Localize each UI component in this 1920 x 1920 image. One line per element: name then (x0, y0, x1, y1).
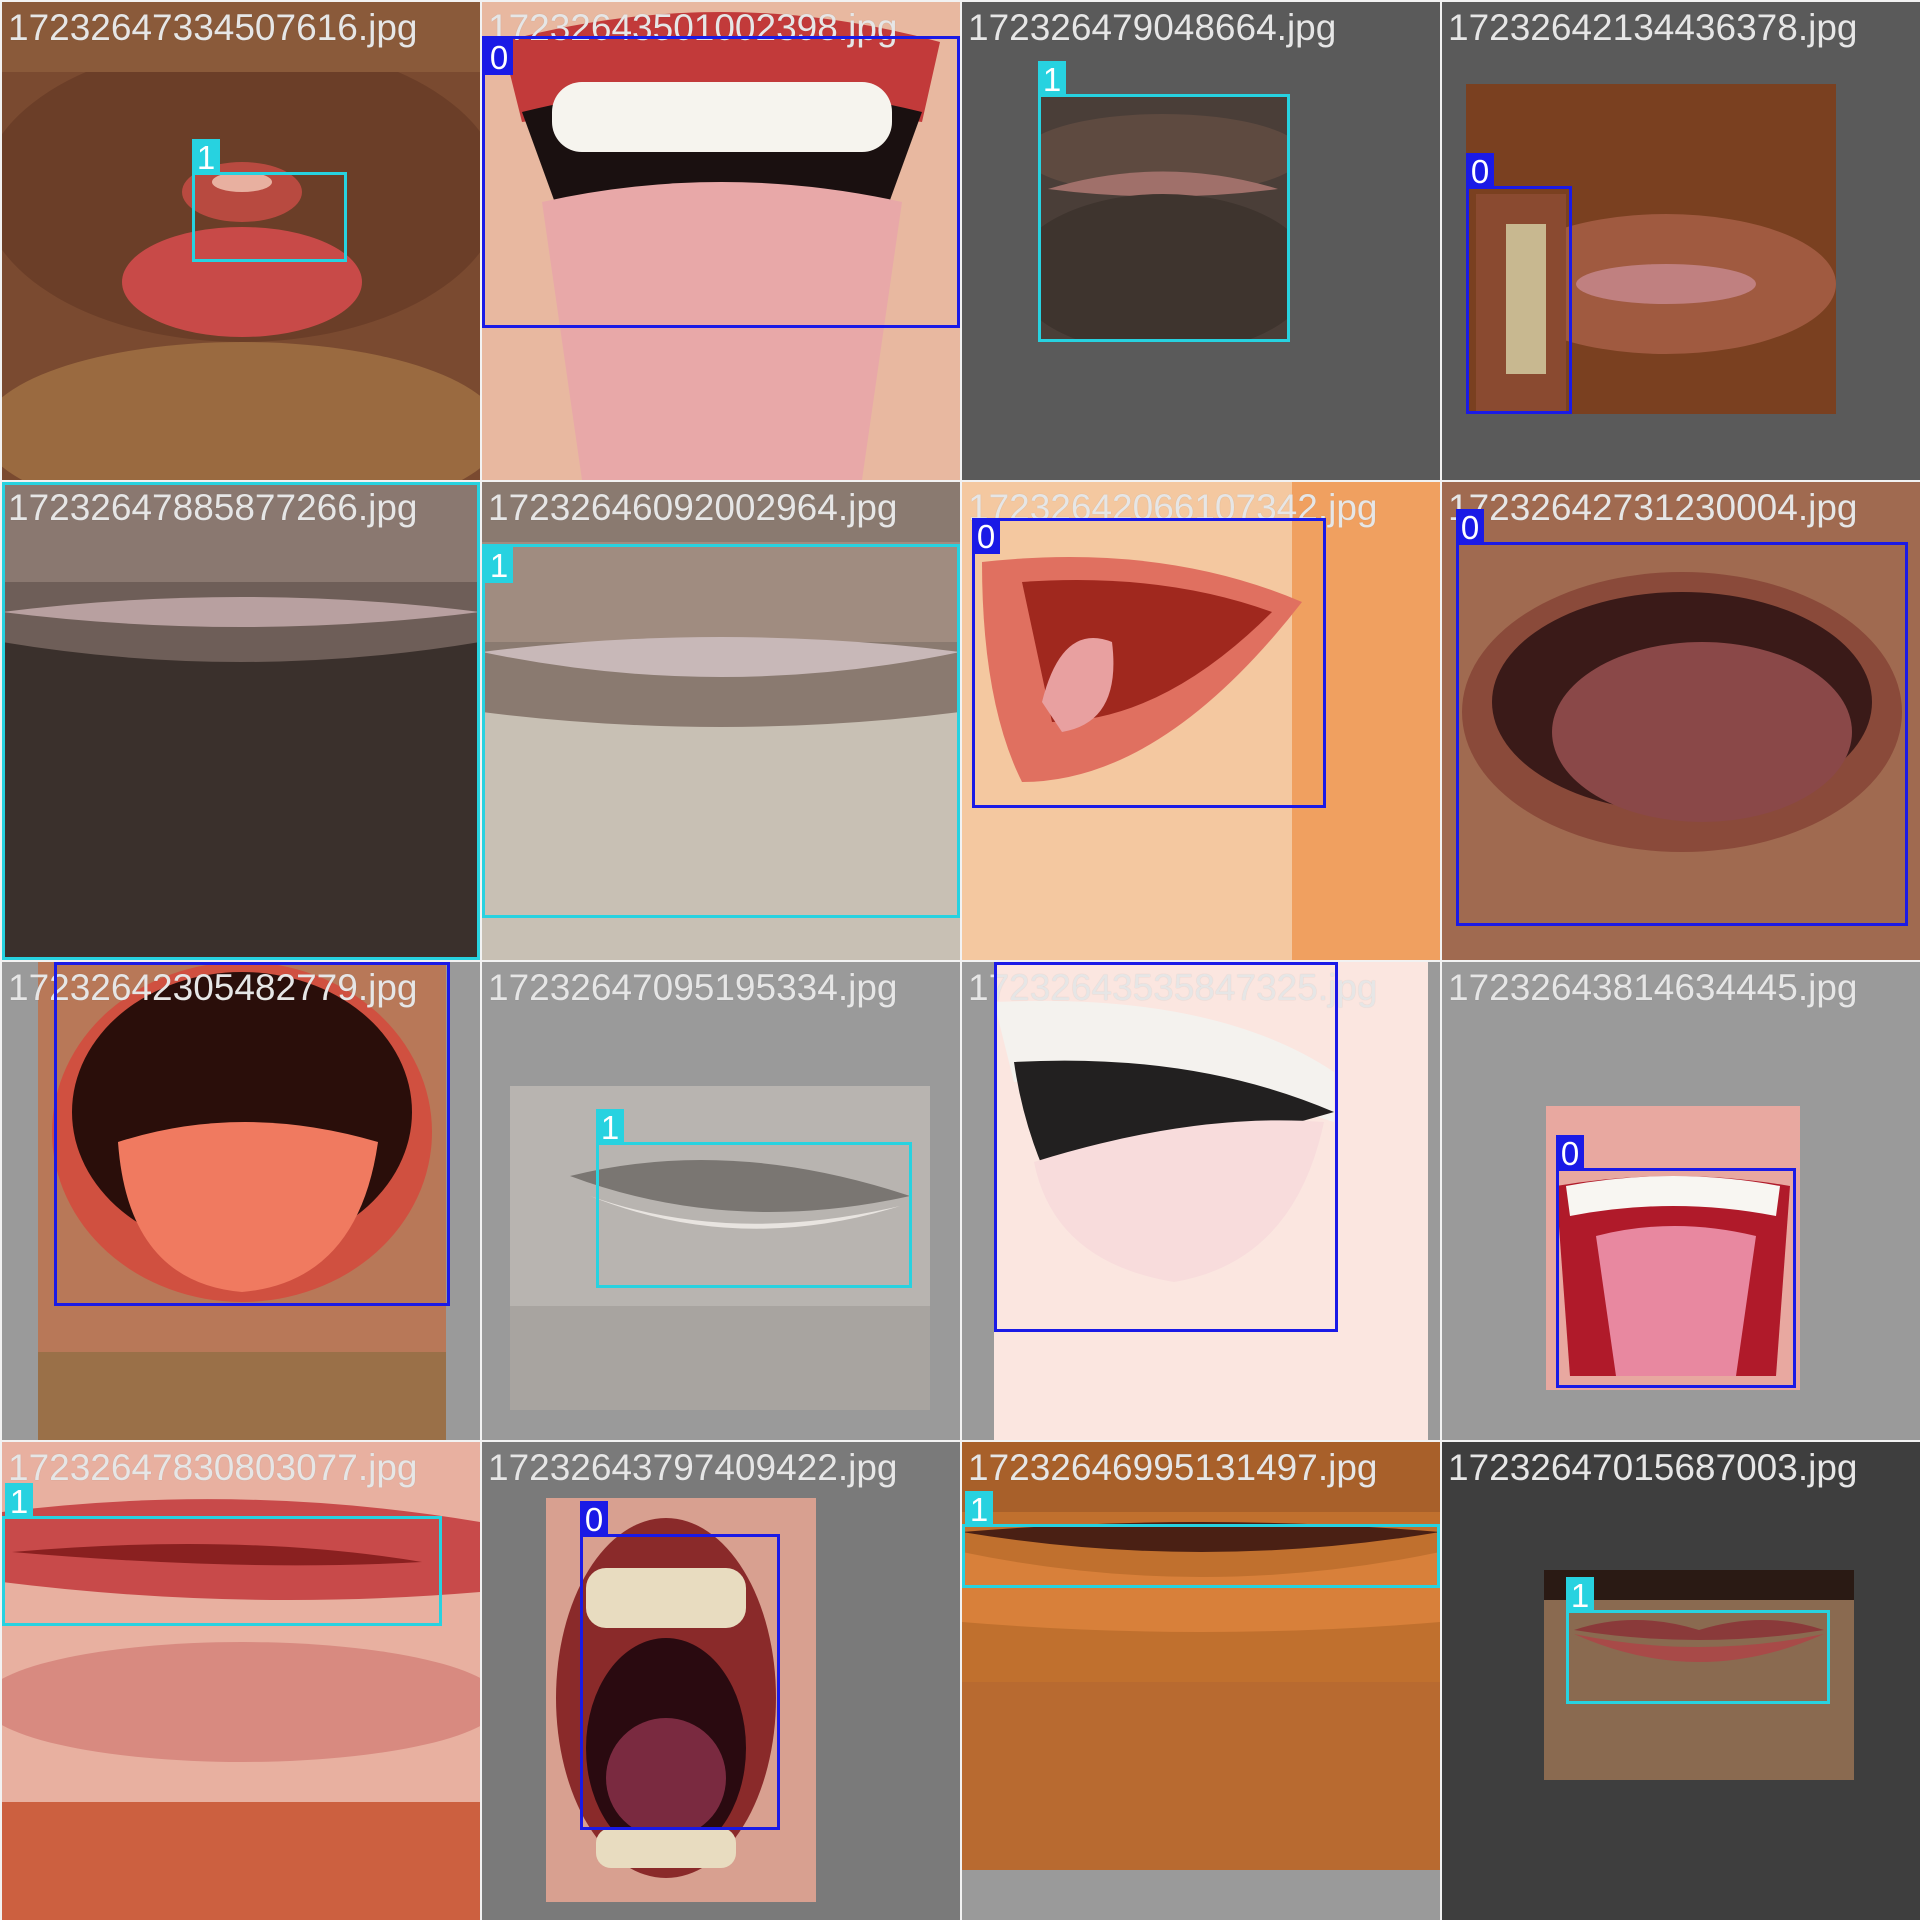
detection-box: 1 (482, 544, 960, 918)
image-filename: 17232646995131497.jpg (968, 1447, 1378, 1488)
mouth-photo (994, 962, 1428, 1440)
mosaic-tile: 17232643501002398.jpg 0 (482, 2, 960, 480)
mosaic-tile: 17232643797409422.jpg 0 (482, 1442, 960, 1920)
mosaic-tile: 17232643814634445.jpg 0 (1442, 962, 1920, 1440)
mouth-photo (1442, 482, 1920, 960)
class-label: 0 (972, 518, 1000, 555)
mosaic-tile: 17232646995131497.jpg 1 (962, 1442, 1440, 1920)
mosaic-tile: 17232642731230004.jpg 0 (1442, 482, 1920, 960)
detection-box: 0 (1456, 509, 1908, 926)
image-filename: 17232646092002964.jpg (488, 487, 898, 528)
mouth-photo (962, 482, 1440, 960)
class-label: 1 (485, 547, 513, 584)
detection-box: 1 (2, 482, 480, 960)
image-filename: 172326479048664.jpg (968, 7, 1337, 48)
class-label: 0 (54, 962, 82, 966)
mouth-photo (1466, 84, 1836, 414)
detection-box: 1 (1566, 1577, 1830, 1704)
class-label: 1 (1038, 61, 1066, 98)
mouth-photo (482, 482, 960, 960)
mosaic-tile: 172326479048664.jpg 1 (962, 2, 1440, 480)
class-label: 0 (1456, 509, 1484, 546)
mouth-photo (482, 2, 960, 480)
mouth-photo (38, 962, 446, 1440)
image-filename: 17232647015687003.jpg (1448, 1447, 1858, 1488)
class-label: 0 (485, 39, 513, 76)
class-label: 1 (596, 1109, 624, 1146)
mosaic-tile: 17232647885877266.jpg 1 (2, 482, 480, 960)
mouth-photo (2, 72, 480, 480)
image-filename: 17232647830803077.jpg (8, 1447, 418, 1488)
mouth-photo (2, 482, 480, 960)
mosaic-tile: 17232647095195334.jpg 1 (482, 962, 960, 1440)
class-label: 1 (1566, 1577, 1594, 1614)
mosaic-tile: 17232647015687003.jpg 1 (1442, 1442, 1920, 1920)
image-filename: 17232643501002398.jpg (488, 7, 898, 48)
mosaic-tile: 17232642134436378.jpg 0 (1442, 2, 1920, 480)
mouth-photo (962, 1442, 1440, 1870)
detection-box: 1 (1038, 61, 1290, 342)
class-label: 1 (5, 482, 33, 486)
class-label: 1 (965, 1491, 993, 1528)
mouth-photo (546, 1498, 816, 1902)
class-label: 1 (5, 1483, 33, 1520)
mosaic-tile: 17232647334507616.jpg 1 (2, 2, 480, 480)
class-label: 1 (192, 139, 220, 176)
image-filename: 17232647334507616.jpg (8, 7, 418, 48)
detection-box: 0 (1556, 1135, 1796, 1388)
class-label: 0 (1466, 153, 1494, 190)
image-filename: 17232643535847325.jpg (968, 967, 1378, 1008)
detection-box: 0 (580, 1501, 780, 1830)
mouth-photo (510, 1086, 930, 1410)
mouth-photo (1038, 94, 1288, 340)
mouth-photo (2, 1442, 480, 1920)
image-filename: 17232642134436378.jpg (1448, 7, 1858, 48)
mosaic-tile: 17232642305482779.jpg 0 (2, 962, 480, 1440)
detection-box: 1 (596, 1109, 912, 1288)
mosaic-tile: 17232646092002964.jpg 1 (482, 482, 960, 960)
image-filename: 17232643797409422.jpg (488, 1447, 898, 1488)
mosaic-tile: 17232642066107342.jpg 0 (962, 482, 1440, 960)
image-filename: 17232647095195334.jpg (488, 967, 898, 1008)
class-label: 0 (994, 962, 1022, 966)
image-filename: 17232647885877266.jpg (8, 487, 418, 528)
detection-box: 0 (1466, 153, 1572, 414)
class-label: 0 (580, 1501, 608, 1538)
mosaic-tile: 17232643535847325.jpg 0 (962, 962, 1440, 1440)
mouth-photo (1546, 1106, 1800, 1390)
detection-box: 1 (192, 139, 347, 262)
image-filename: 17232643814634445.jpg (1448, 967, 1858, 1008)
image-filename: 17232642731230004.jpg (1448, 487, 1858, 528)
detection-box: 0 (972, 518, 1326, 808)
mosaic-tile: 17232647830803077.jpg 1 (2, 1442, 480, 1920)
detection-box: 1 (962, 1491, 1440, 1588)
detection-box: 1 (2, 1483, 442, 1626)
detection-box: 0 (482, 36, 960, 328)
detection-box: 0 (994, 962, 1338, 1332)
detection-box: 0 (54, 962, 450, 1306)
mouth-photo (1544, 1570, 1854, 1780)
image-filename: 17232642305482779.jpg (8, 967, 418, 1008)
class-label: 0 (1556, 1135, 1584, 1172)
